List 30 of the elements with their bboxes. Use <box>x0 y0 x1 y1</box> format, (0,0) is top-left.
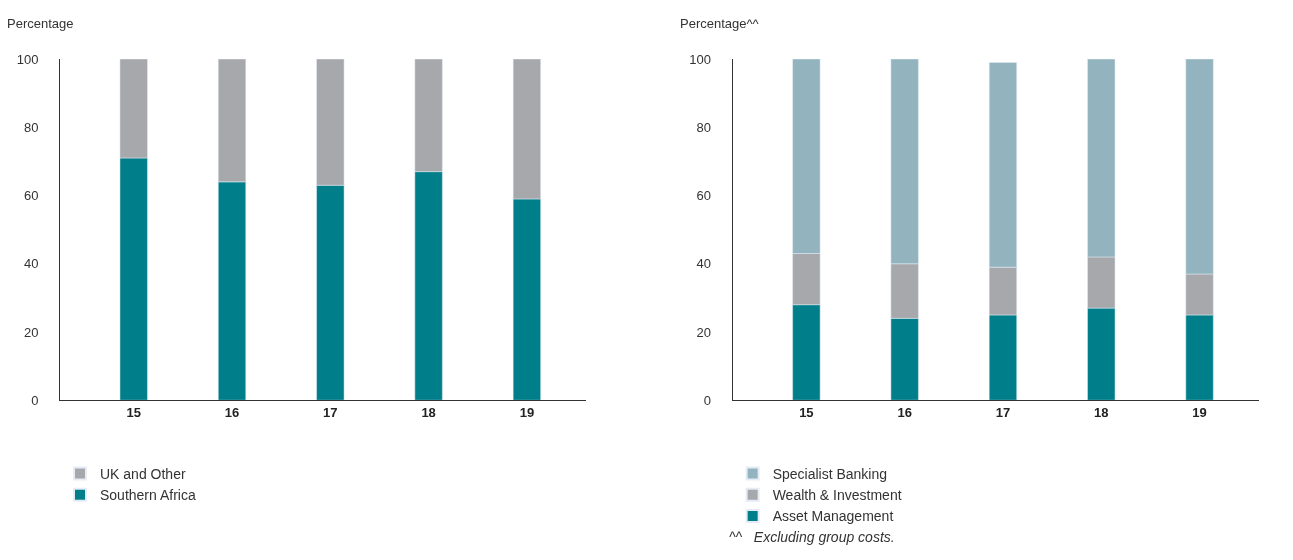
y-tick-label: 100 <box>16 51 39 67</box>
y-axis-title: Percentage <box>7 16 74 31</box>
x-tick-label: 18 <box>1094 404 1109 420</box>
x-tick-label: 16 <box>224 404 240 420</box>
y-tick-label: 40 <box>23 256 39 272</box>
x-tick-label: 17 <box>323 404 338 420</box>
y-tick-label: 100 <box>689 51 712 67</box>
text: ^^ Excluding group costs. <box>729 529 895 545</box>
x-tick-label: 15 <box>126 404 141 420</box>
y-tick-label: 20 <box>23 324 39 340</box>
y-tick-label: 0 <box>703 392 712 408</box>
legend-label: Asset Management <box>772 508 894 525</box>
x-tick-label: 17 <box>995 404 1011 420</box>
y-axis-title: Percentage^^ <box>680 16 760 31</box>
y-tick-label: 60 <box>696 188 712 204</box>
y-tick-label: 80 <box>696 119 712 135</box>
x-tick-label: 19 <box>519 404 535 420</box>
x-tick-label: 16 <box>897 404 912 420</box>
y-tick-label: 40 <box>696 256 712 272</box>
legend-label: Wealth & Investment <box>772 487 902 504</box>
y-tick-label: 60 <box>23 188 39 204</box>
x-tick-label: 15 <box>799 404 814 420</box>
legend-label: UK and Other <box>100 466 186 483</box>
legend-label: Specialist Banking <box>772 466 888 483</box>
legend-label: Southern Africa <box>100 487 196 504</box>
y-tick-label: 0 <box>31 392 39 408</box>
x-tick-label: 19 <box>1192 404 1207 420</box>
y-tick-label: 20 <box>696 324 712 340</box>
x-tick-label: 18 <box>421 404 436 420</box>
y-tick-label: 80 <box>23 119 39 135</box>
